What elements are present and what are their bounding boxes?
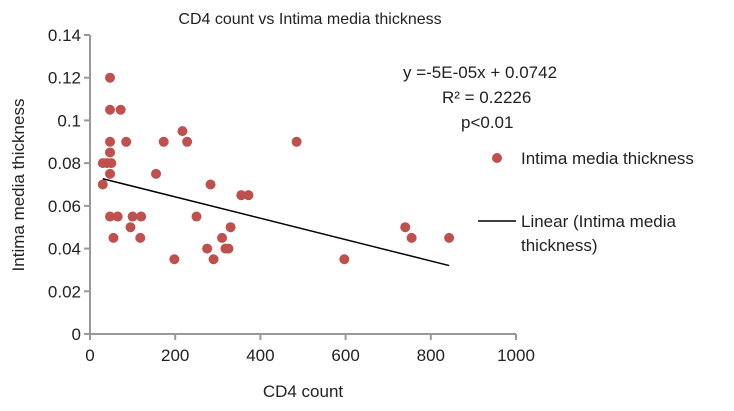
legend-label-scatter: Intima media thickness — [521, 149, 694, 168]
data-point — [208, 254, 219, 265]
data-point — [108, 232, 119, 243]
y-tick-label: 0.1 — [57, 111, 81, 130]
x-axis: 0 200 400 600 800 1000 — [85, 333, 535, 365]
x-tick-label: 600 — [331, 346, 359, 365]
x-tick-label: 0 — [85, 346, 94, 365]
data-point — [217, 232, 228, 243]
scatter-points — [97, 72, 455, 265]
data-point — [136, 211, 147, 222]
data-point — [105, 211, 116, 222]
data-point — [105, 72, 116, 83]
trendline-group — [102, 178, 450, 267]
data-point — [205, 179, 216, 190]
regression-annotation: y =-5E-05x + 0.0742 R² = 0.2226 p<0.01 — [403, 63, 557, 132]
data-point — [191, 211, 202, 222]
y-axis-title: Intima media thickness — [9, 99, 28, 272]
r-squared-label: R² = 0.2226 — [442, 88, 531, 107]
data-point — [182, 136, 193, 147]
data-point — [105, 168, 116, 179]
legend: Intima media thickness Linear (Intima me… — [478, 149, 694, 255]
data-point — [400, 222, 411, 233]
x-tick-label: 800 — [417, 346, 445, 365]
data-point — [236, 190, 247, 201]
y-tick-label: 0.12 — [48, 69, 81, 88]
trendline — [102, 178, 450, 267]
y-axis: 0 0.02 0.04 0.06 0.08 0.1 0.12 0.14 — [48, 26, 91, 344]
data-point — [135, 232, 146, 243]
data-point — [225, 222, 236, 233]
data-point — [151, 168, 162, 179]
y-tick-label: 0.02 — [48, 282, 81, 301]
data-point — [125, 222, 136, 233]
y-tick-label: 0.06 — [48, 197, 81, 216]
data-point — [202, 243, 213, 254]
data-point — [158, 136, 169, 147]
legend-marker-scatter — [492, 153, 502, 163]
y-tick-label: 0.04 — [48, 240, 81, 259]
legend-label-linear-line2: thickness) — [521, 236, 598, 255]
data-point — [177, 126, 188, 137]
data-point — [223, 243, 234, 254]
p-value-label: p<0.01 — [461, 113, 513, 132]
y-tick-label: 0.08 — [48, 154, 81, 173]
data-point — [406, 232, 417, 243]
data-point — [291, 136, 302, 147]
x-tick-label: 1000 — [497, 346, 535, 365]
data-point — [169, 254, 180, 265]
data-point — [97, 179, 108, 190]
data-point — [105, 104, 116, 115]
data-point — [444, 232, 455, 243]
data-point — [112, 211, 123, 222]
data-point — [243, 190, 254, 201]
x-tick-label: 400 — [246, 346, 274, 365]
x-tick-label: 200 — [161, 346, 189, 365]
data-point — [106, 158, 117, 169]
data-point — [105, 147, 116, 158]
x-axis-title: CD4 count — [263, 382, 344, 401]
data-point — [105, 136, 116, 147]
y-tick-label: 0 — [72, 325, 81, 344]
data-point — [115, 104, 126, 115]
chart-title: CD4 count vs Intima media thickness — [178, 11, 441, 28]
data-point — [121, 136, 132, 147]
regression-equation: y =-5E-05x + 0.0742 — [403, 63, 557, 82]
y-tick-label: 0.14 — [48, 26, 81, 45]
legend-label-linear-line1: Linear (Intima media — [521, 212, 677, 231]
data-point — [339, 254, 350, 265]
data-point — [127, 211, 138, 222]
